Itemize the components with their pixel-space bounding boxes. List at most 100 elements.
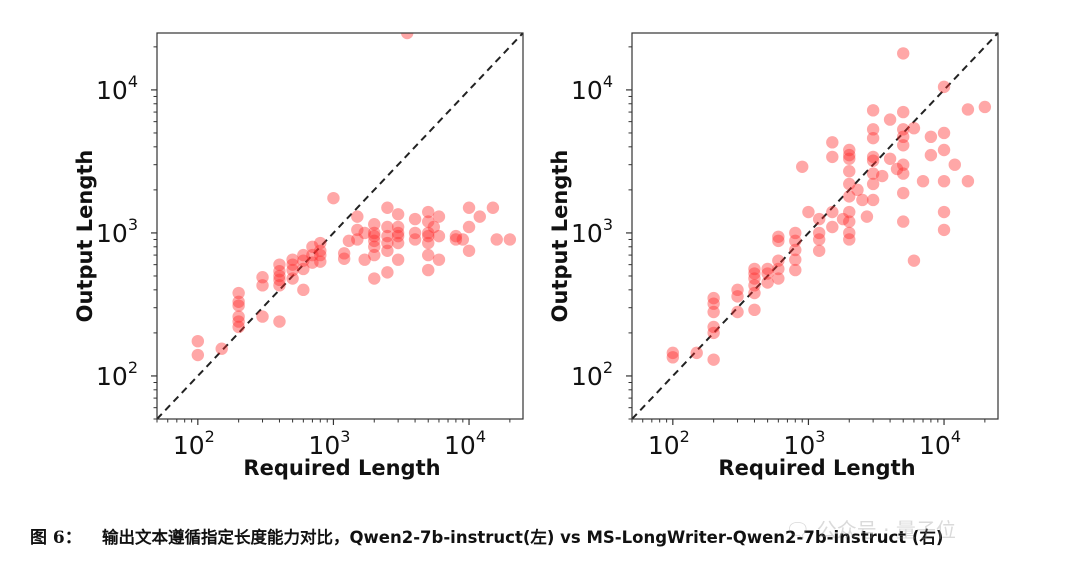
data-point — [812, 226, 826, 240]
data-point — [408, 226, 422, 240]
data-point — [381, 229, 394, 243]
data-point — [707, 326, 720, 340]
caption-text: 输出文本遵循指定长度能力对比，Qwen2-7b-instruct(左) vs M… — [102, 528, 944, 547]
data-point — [432, 229, 446, 243]
data-point — [427, 220, 441, 234]
data-point — [796, 160, 809, 173]
data-point — [256, 279, 269, 292]
data-point — [462, 244, 476, 257]
data-point — [422, 229, 435, 243]
data-point — [215, 342, 228, 355]
data-point — [731, 283, 744, 297]
data-point — [978, 100, 992, 114]
data-point — [843, 165, 856, 178]
data-point — [381, 201, 394, 214]
data-point — [314, 255, 327, 268]
data-point — [748, 272, 761, 285]
y-tick-label: 104 — [571, 72, 613, 105]
data-point — [937, 126, 951, 140]
wechat-icon: 🗨 — [785, 518, 811, 542]
data-point — [843, 143, 856, 157]
data-point — [843, 148, 856, 162]
data-point — [866, 123, 880, 136]
data-point — [856, 193, 869, 207]
data-point — [961, 174, 975, 188]
data-point — [866, 193, 880, 207]
data-point — [748, 286, 761, 300]
data-point — [897, 105, 910, 119]
data-point — [297, 283, 310, 297]
y-tick-label: 102 — [571, 358, 613, 391]
data-point — [368, 218, 381, 231]
data-point — [860, 210, 874, 223]
data-layer — [157, 33, 523, 419]
data-point — [843, 152, 856, 165]
data-point — [907, 254, 921, 267]
data-point — [772, 234, 785, 248]
data-point — [731, 290, 744, 303]
data-point — [391, 229, 405, 243]
data-point — [866, 131, 880, 145]
data-point — [897, 47, 910, 60]
data-point — [707, 353, 720, 366]
data-point — [761, 262, 774, 276]
data-point — [897, 186, 910, 200]
data-point — [789, 253, 802, 266]
y-tick-label: 102 — [96, 358, 138, 391]
data-point — [866, 150, 880, 164]
data-point — [408, 212, 422, 226]
data-point — [297, 254, 310, 267]
data-point — [381, 244, 394, 257]
data-point — [883, 113, 897, 126]
data-point — [391, 253, 405, 266]
x-tick-label: 102 — [173, 427, 215, 460]
data-point — [273, 279, 286, 292]
data-point — [948, 158, 961, 171]
data-point — [449, 229, 463, 243]
data-point — [351, 233, 364, 246]
plot-frame — [631, 32, 999, 420]
data-point — [772, 230, 785, 243]
data-point — [748, 267, 761, 280]
x-axis-label: Required Length — [718, 456, 915, 480]
data-point — [456, 233, 470, 246]
watermark-text: 公众号 · 量子位 — [816, 518, 956, 542]
data-point — [826, 150, 839, 164]
data-point — [937, 223, 951, 237]
data-point — [273, 273, 286, 287]
data-point — [191, 334, 205, 348]
data-point — [843, 226, 856, 240]
figure-caption: 图 6： 输出文本遵循指定长度能力对比，Qwen2-7b-instruct(左) … — [30, 523, 1060, 548]
data-point — [772, 272, 785, 285]
data-point — [748, 262, 761, 276]
data-point — [232, 320, 245, 334]
data-point — [368, 229, 381, 243]
data-point — [351, 210, 364, 223]
data-point — [368, 226, 381, 240]
data-point — [812, 233, 826, 246]
data-point — [358, 253, 371, 266]
data-point — [812, 244, 826, 257]
watermark: 🗨 公众号 · 量子位 — [785, 514, 956, 543]
data-point — [666, 351, 680, 364]
data-point — [883, 152, 897, 165]
x-axis-label: Required Length — [243, 456, 440, 480]
data-point — [286, 253, 299, 266]
data-point — [937, 80, 951, 94]
data-point — [731, 305, 744, 319]
data-point — [473, 210, 486, 223]
data-point — [314, 236, 327, 250]
y-tick-label: 103 — [571, 215, 613, 248]
y-tick-label: 104 — [96, 72, 138, 105]
data-point — [843, 215, 856, 228]
data-point — [306, 240, 319, 253]
data-point — [707, 297, 720, 310]
data-point — [351, 223, 364, 237]
data-point — [449, 233, 463, 246]
data-layer — [632, 33, 998, 419]
data-point — [286, 263, 299, 277]
data-point — [286, 272, 299, 285]
data-point — [866, 177, 880, 191]
